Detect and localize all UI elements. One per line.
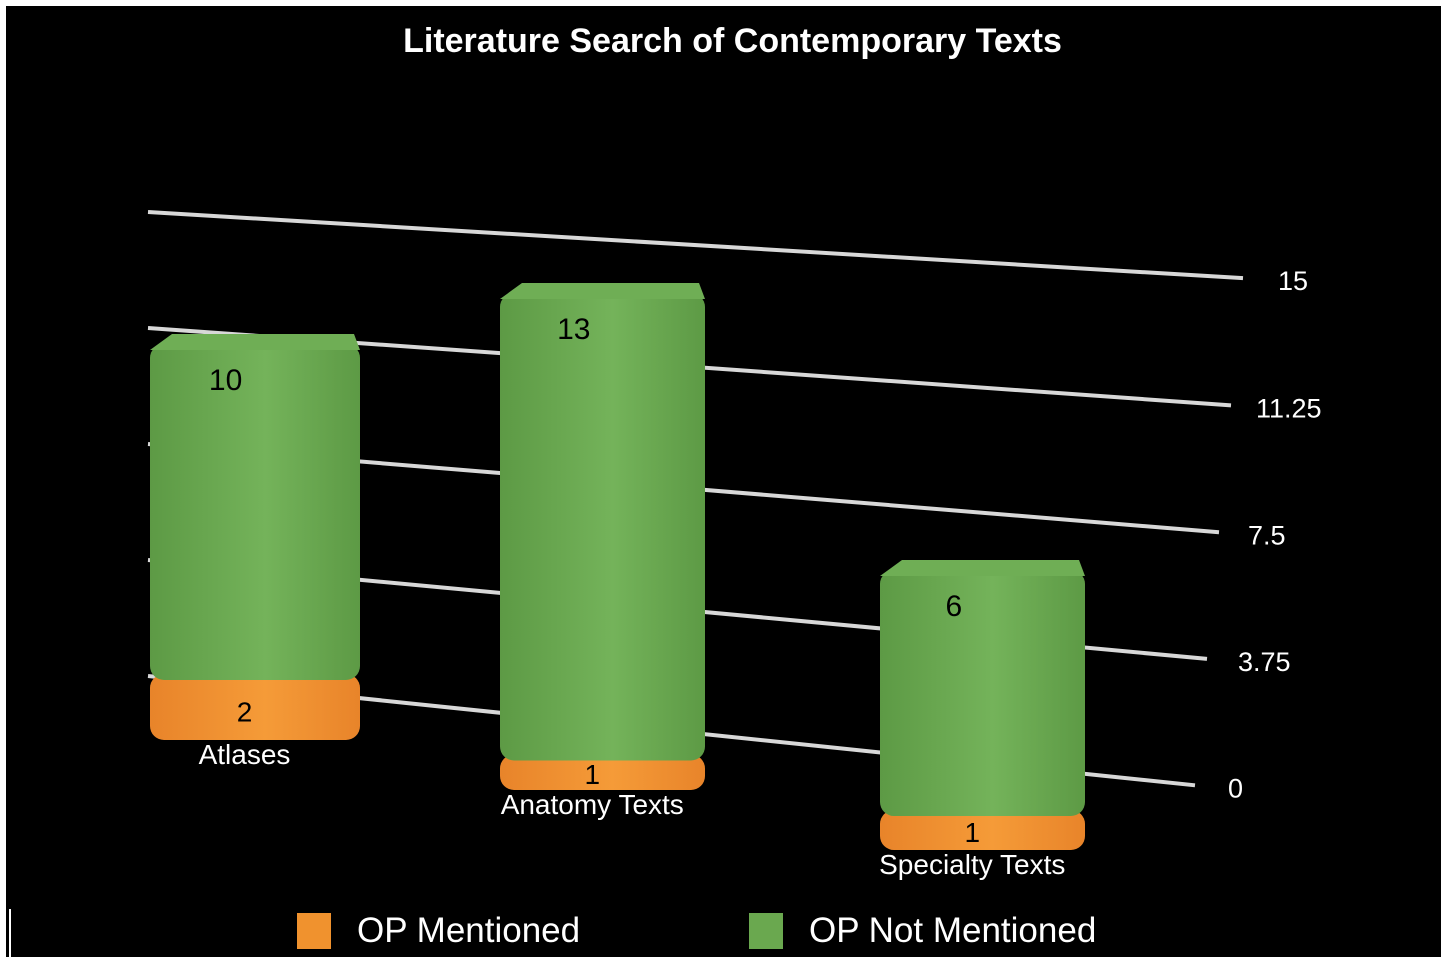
bar-top-face — [150, 334, 360, 350]
legend-swatch-op-mentioned — [297, 913, 331, 949]
bar-segment-op-mentioned — [880, 810, 1085, 850]
legend-item-op-mentioned: OP Mentioned — [297, 911, 580, 951]
y-tick-label: 0 — [1228, 773, 1243, 803]
legend-swatch-op-not-mentioned — [749, 913, 783, 949]
data-label-op-mentioned: 1 — [964, 817, 980, 848]
y-tick-label: 7.5 — [1248, 520, 1286, 550]
x-category-label: Specialty Texts — [879, 849, 1065, 880]
bar-segment-op-mentioned — [500, 754, 705, 790]
bar-segment-op-not-mentioned — [500, 293, 705, 761]
legend-label-op-not-mentioned: OP Not Mentioned — [809, 911, 1097, 950]
x-category-label: Atlases — [199, 739, 291, 770]
chart-legend: OP Mentioned OP Not Mentioned — [0, 905, 1445, 957]
y-tick-label: 3.75 — [1238, 647, 1291, 677]
data-label-op-not-mentioned: 13 — [557, 313, 590, 346]
bar-top-face — [500, 283, 705, 299]
x-category-label: Anatomy Texts — [501, 789, 684, 820]
data-label-op-not-mentioned: 10 — [209, 364, 242, 397]
data-label-op-not-mentioned: 6 — [945, 590, 962, 623]
y-tick-label: 11.25 — [1256, 393, 1322, 423]
legend-label-op-mentioned: OP Mentioned — [357, 911, 581, 950]
data-label-op-mentioned: 2 — [237, 697, 253, 728]
gridline-15 — [147, 210, 1244, 281]
legend-item-op-not-mentioned: OP Not Mentioned — [749, 911, 1096, 951]
data-label-op-mentioned: 1 — [584, 759, 600, 790]
bar-top-face — [880, 560, 1085, 576]
frame-edge-mark — [9, 909, 11, 957]
y-tick-label: 15 — [1278, 266, 1308, 296]
bar-segment-op-mentioned — [150, 674, 360, 740]
chart-title: Literature Search of Contemporary Texts — [403, 22, 1062, 60]
bar-segment-op-not-mentioned — [880, 570, 1085, 816]
bar-segment-op-not-mentioned — [150, 344, 360, 680]
